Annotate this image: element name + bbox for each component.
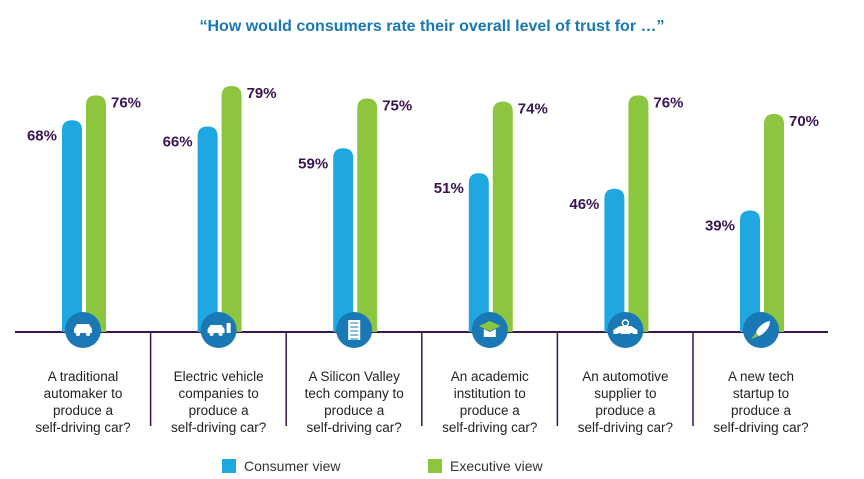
- parts-wheel: [617, 333, 622, 337]
- category-label-line: produce a: [324, 403, 385, 418]
- value-label-executive: 76%: [653, 94, 683, 111]
- category-label-line: self-driving car?: [35, 420, 131, 435]
- category-label: A Silicon Valley tech company to produce a…: [288, 368, 420, 436]
- legend-label-consumer: Consumer view: [244, 458, 341, 474]
- category-label-line: Electric vehicle: [173, 369, 264, 384]
- car-parts-icon: [607, 312, 644, 348]
- category-label-line: An academic: [450, 369, 529, 384]
- car-body: [74, 324, 92, 333]
- bar-consumer: [740, 210, 760, 332]
- category-label-line: produce a: [188, 403, 249, 418]
- value-label-consumer: 59%: [298, 155, 328, 172]
- category-label: A traditional automaker to produce a self-d…: [17, 368, 149, 436]
- category-label-line: tech company to: [304, 386, 404, 401]
- value-label-executive: 75%: [382, 97, 412, 114]
- value-label-executive: 70%: [789, 113, 819, 130]
- category-label-line: A traditional: [47, 369, 119, 384]
- value-label-consumer: 51%: [434, 180, 464, 197]
- category-label-line: produce a: [595, 403, 656, 418]
- category-label-line: companies to: [178, 386, 259, 401]
- value-label-executive: 76%: [111, 94, 141, 111]
- category-label-line: A Silicon Valley: [308, 369, 400, 384]
- value-label-consumer: 39%: [705, 218, 735, 235]
- category-label-line: An automotive: [582, 369, 669, 384]
- category-label: Electric vehicle companies to produce a sel…: [153, 368, 285, 436]
- bar-consumer: [197, 126, 218, 332]
- category-label-line: produce a: [459, 403, 520, 418]
- value-label-consumer: 66%: [163, 133, 193, 150]
- bar-executive: [492, 101, 513, 333]
- category-label: An automotive supplier to produce a self-dr…: [559, 368, 691, 436]
- bar-consumer: [468, 173, 489, 332]
- category-label: An academic institution to produce a self-d…: [424, 368, 556, 436]
- rocket-body: [756, 321, 770, 336]
- category-label-line: self-driving car?: [306, 420, 402, 435]
- electric-car-icon: [200, 312, 237, 348]
- category-label-line: produce a: [730, 403, 792, 418]
- bar-consumer: [62, 120, 82, 332]
- legend-item-executive: Executive view: [428, 458, 543, 474]
- category-label-line: startup to: [732, 386, 790, 401]
- value-label-executive: 74%: [518, 101, 548, 118]
- parts-wheel: [629, 333, 634, 337]
- cap-base: [483, 329, 496, 337]
- legend-swatch-executive: [428, 459, 442, 473]
- car-wheel: [85, 331, 91, 337]
- bar-executive: [764, 114, 784, 332]
- bar-executive: [86, 95, 106, 333]
- graduation-cap-icon: [471, 312, 508, 348]
- legend-item-consumer: Consumer view: [222, 458, 340, 474]
- value-label-consumer: 46%: [569, 196, 599, 213]
- category-label-line: produce a: [52, 403, 114, 418]
- value-label-consumer: 68%: [27, 127, 57, 144]
- rocket-flame: [751, 333, 759, 339]
- legend-swatch-consumer: [222, 459, 236, 473]
- charger-post: [226, 323, 231, 333]
- cap-top: [478, 321, 501, 331]
- parts-gear: [621, 319, 630, 327]
- parts-car: [613, 326, 638, 334]
- value-label-executive: 79%: [247, 85, 277, 102]
- category-label: A new tech startup to produce a self-drivin…: [695, 368, 827, 436]
- bar-consumer: [333, 148, 354, 332]
- bar-executive: [221, 86, 242, 332]
- category-label-line: self-driving car?: [442, 420, 538, 435]
- ev-wheel: [209, 332, 214, 336]
- category-label-line: institution to: [453, 386, 526, 401]
- bar-executive: [628, 95, 649, 333]
- category-label-line: self-driving car?: [713, 420, 809, 435]
- chart-title: “How would consumers rate their overall …: [199, 18, 665, 35]
- legend-label-executive: Executive view: [450, 458, 543, 474]
- category-label-line: supplier to: [594, 386, 657, 401]
- category-label-line: self-driving car?: [170, 420, 267, 435]
- category-label-line: automaker to: [43, 386, 123, 401]
- car-icon: [65, 312, 101, 348]
- ev-wheel: [218, 332, 223, 336]
- rocket-icon: [743, 312, 779, 348]
- category-label-line: self-driving car?: [577, 420, 674, 435]
- bar-executive: [357, 98, 378, 333]
- car-wheel: [75, 331, 81, 337]
- category-label-line: A new tech: [727, 369, 795, 384]
- building-icon: [336, 312, 373, 348]
- ev-body: [207, 325, 225, 333]
- bar-consumer: [604, 188, 625, 332]
